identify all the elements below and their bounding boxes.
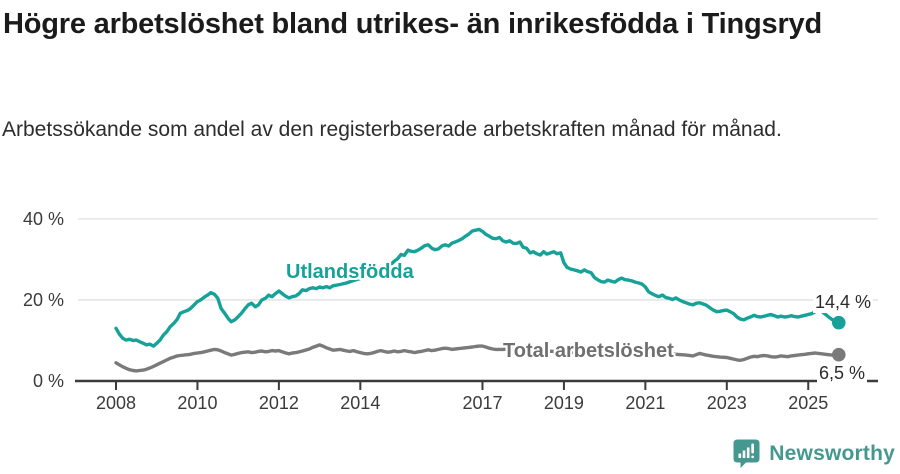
- x-tick-label: 2019: [544, 393, 584, 413]
- y-tick-label: 40 %: [23, 209, 64, 229]
- newsworthy-brand: Newsworthy: [732, 438, 895, 469]
- end-value-utlandsfodda: 14,4 %: [813, 292, 874, 313]
- x-tick-label: 2025: [788, 393, 828, 413]
- x-tick-label: 2021: [625, 393, 665, 413]
- x-tick-label: 2017: [462, 393, 502, 413]
- series-label-total-arbetsloshet: Total arbetslöshet: [503, 340, 674, 362]
- x-tick-label: 2023: [707, 393, 747, 413]
- y-tick-label: 20 %: [23, 290, 64, 310]
- series-label-utlandsfodda: Utlandsfödda: [286, 261, 414, 283]
- page-subtitle: Arbetssökande som andel av den registerb…: [2, 118, 782, 141]
- page-title: Högre arbetslöshet bland utrikes- än inr…: [3, 8, 822, 40]
- end-dot-utlandsfodda: [831, 315, 846, 330]
- x-tick-label: 2014: [340, 393, 380, 413]
- x-tick-label: 2012: [259, 393, 299, 413]
- series-line-total-arbetsloshet: [114, 343, 841, 373]
- x-tick-label: 2008: [96, 393, 136, 413]
- brand-name: Newsworthy: [769, 441, 895, 465]
- y-tick-label: 0 %: [33, 371, 64, 391]
- end-dot-total-arbetsloshet: [831, 347, 846, 362]
- series-line-utlandsfodda: [114, 227, 841, 348]
- end-value-total-arbetsloshet: 6,5 %: [817, 363, 868, 384]
- x-tick-label: 2010: [177, 393, 217, 413]
- newsworthy-logo-icon: [733, 439, 760, 468]
